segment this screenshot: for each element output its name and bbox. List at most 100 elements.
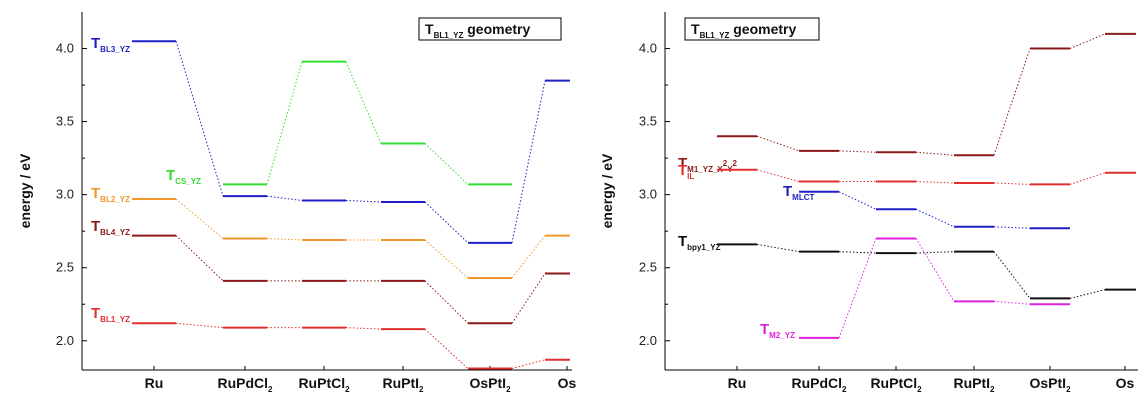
text-part: OsPtI [469,375,506,391]
level-connector [993,251,1031,299]
y-tick-label: 2.0 [56,333,74,348]
y-tick-label: 3.5 [639,114,657,129]
level-connector [915,251,955,254]
level-connector [838,238,877,339]
x-category-label: RuPtI2 [382,375,424,394]
state-label: Tbpy1_YZ [678,233,721,252]
text-part: CS_YZ [175,177,201,186]
y-tick-label: 2.5 [639,260,657,275]
x-category-label: RuPtCl2 [870,375,922,394]
y-tick-label: 4.0 [56,41,74,56]
text-part: RuPtI [953,375,990,391]
state-label: TIL [678,162,694,181]
text-part: OsPtI [1029,375,1066,391]
text-part: BL4_YZ [100,228,130,237]
level-connector [915,208,955,228]
y-tick-label: 4.0 [639,41,657,56]
y-tick-label: 2.5 [56,260,74,275]
text-part: RuPtCl [870,375,917,391]
level-connector [993,300,1031,305]
text-part: Ru [145,375,164,391]
level-connector [424,201,469,244]
text-part: M1_YZ_X [687,165,723,174]
x-category-label: Os [1116,375,1135,391]
level-connector [511,235,546,279]
text-part: Os [558,375,577,391]
text-part: RuPdCl [791,375,842,391]
y-tick-label: 3.0 [56,187,74,202]
x-category-label: RuPdCl2 [217,375,273,394]
text-part: T [678,155,687,172]
text-part: 2 [990,385,995,394]
level-connector [993,182,1031,185]
level-connector [993,48,1031,156]
level-connector [424,239,469,279]
text-part: geometry [463,21,530,37]
y-axis-title: energy / eV [17,153,33,228]
level-connector [511,80,546,243]
level-connector [1069,289,1106,299]
x-category-label: Ru [728,375,747,391]
text-part: Ru [728,375,747,391]
x-category-label: Ru [145,375,164,391]
state-label: TBL2_YZ [91,185,130,204]
y-tick-label: 3.0 [639,187,657,202]
text-part: BL1_YZ [434,31,464,40]
state-label: TCS_YZ [166,167,201,186]
x-category-label: RuPtI2 [953,375,995,394]
text-part: Os [1116,375,1135,391]
level-connector [175,198,224,239]
text-part: BL1_YZ [700,31,730,40]
level-connector [993,226,1031,229]
level-connector [424,280,469,324]
text-part: T [91,35,100,52]
text-part: RuPdCl [217,375,268,391]
text-part: 2 [842,385,847,394]
x-category-label: RuPdCl2 [791,375,847,394]
text-part: 2 [268,385,273,394]
x-category-label: OsPtI2 [469,375,511,394]
level-connector [1069,33,1106,49]
y-tick-label: 2.0 [639,333,657,348]
level-connector [838,150,877,153]
text-part: RuPtCl [298,375,345,391]
state-label: TBL4_YZ [91,218,130,237]
text-part: T [91,218,100,235]
level-connector [345,327,382,330]
text-part: IL [687,172,694,181]
text-part: BL3_YZ [100,45,130,54]
state-label: TBL3_YZ [91,35,130,54]
text-part: 2 [723,159,728,168]
text-part: BL1_YZ [100,315,130,324]
text-part: T [678,162,687,179]
text-part: M2_YZ [769,331,795,340]
text-part: T [678,233,687,250]
level-connector [175,235,224,282]
level-connector [756,243,800,253]
level-connector [345,61,382,144]
level-connector [345,199,382,203]
level-connector [266,61,303,185]
level-connector [915,238,955,302]
text-part: RuPtI [382,375,419,391]
level-connector [756,169,800,182]
level-connector [175,322,224,329]
text-part: bpy1_YZ [687,243,720,252]
title-box [684,17,820,41]
text-part: T [760,321,769,338]
level-connector [838,251,877,254]
level-connector [915,181,955,184]
title-box [418,17,562,41]
y-tick-label: 3.5 [56,114,74,129]
text-part: MLCT [792,193,814,202]
level-connector [266,237,303,241]
level-connector [756,135,800,152]
text-part: T [166,167,175,184]
text-part: T [91,305,100,322]
state-label: TBL1_YZ [91,305,130,324]
level-connector [915,151,955,156]
level-connector [838,191,877,210]
text-part: geometry [729,21,796,37]
